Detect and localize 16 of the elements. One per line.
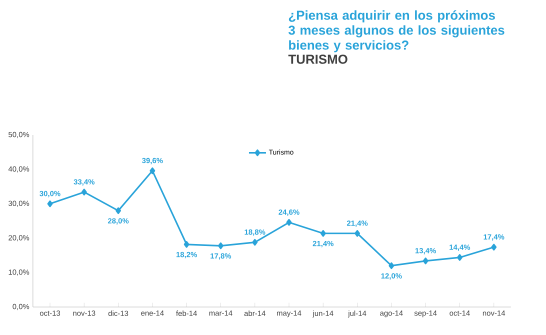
point [491, 244, 497, 251]
point [218, 242, 224, 250]
point [286, 218, 292, 226]
point [320, 230, 326, 237]
point [388, 262, 394, 270]
point [81, 188, 87, 196]
point [116, 207, 122, 214]
point [150, 167, 156, 174]
point [47, 200, 53, 208]
chart-subtitle: TURISMO [288, 54, 348, 64]
point [184, 241, 190, 248]
point [456, 254, 462, 261]
chart-title: ¿Piensa adquirir en los próximos 3 meses algunos de los siguientes bienes y servicios? [288, 10, 504, 52]
point [252, 238, 258, 246]
point [422, 258, 428, 264]
point [354, 230, 360, 237]
